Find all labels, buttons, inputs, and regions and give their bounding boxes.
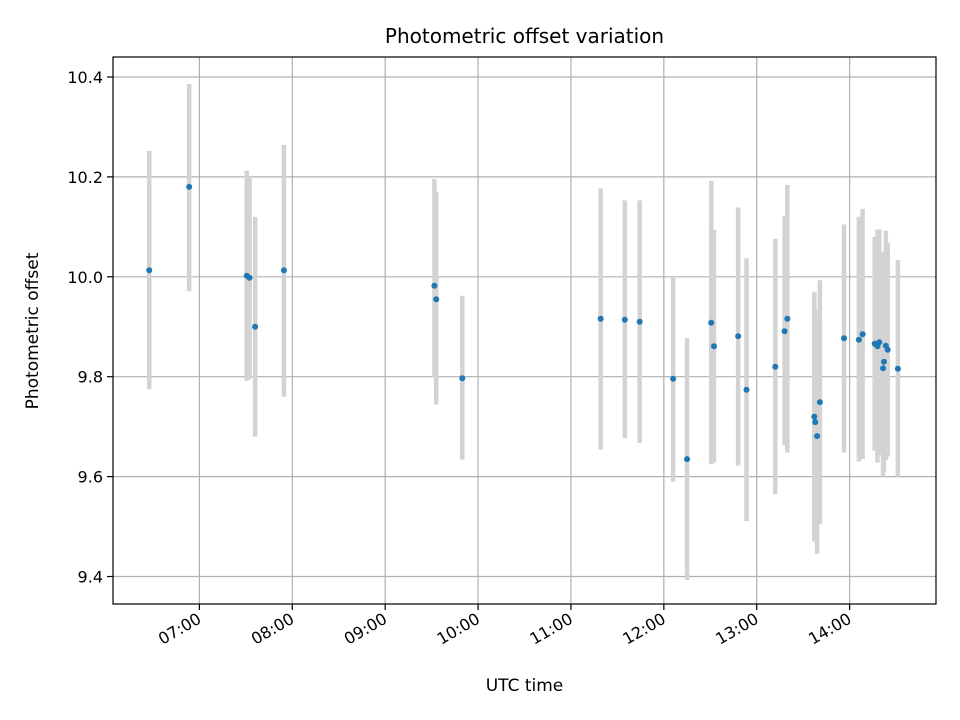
data-point (743, 386, 750, 393)
data-point (894, 365, 901, 372)
data-point (812, 419, 819, 426)
data-point (781, 328, 788, 335)
data-point (280, 267, 287, 274)
data-point (855, 336, 862, 343)
data-point (636, 318, 643, 325)
x-axis-title: UTC time (486, 676, 564, 696)
data-point (880, 365, 887, 372)
data-point (621, 316, 628, 323)
y-axis-ticks: 9.4 9.6 9.8 10.0 10.2 10.4 (67, 68, 113, 587)
data-point (252, 323, 259, 330)
chart-title: Photometric offset variation (385, 24, 664, 48)
data-points (146, 183, 901, 463)
y-axis-title: Photometric offset (23, 252, 43, 409)
data-point (811, 413, 818, 420)
data-point (880, 358, 887, 365)
data-point (431, 282, 438, 289)
data-point (186, 183, 193, 190)
data-point (597, 315, 604, 322)
y-tick-label: 10.2 (67, 168, 103, 187)
y-tick-label: 10.0 (67, 268, 103, 287)
y-tick-label: 10.4 (67, 68, 103, 87)
plot-frame (112, 56, 937, 605)
data-point (246, 274, 253, 281)
data-point (459, 375, 466, 382)
data-point (816, 399, 823, 406)
data-point (735, 333, 742, 340)
data-point (841, 335, 848, 342)
data-point (708, 319, 715, 326)
data-point (710, 343, 717, 350)
grid-lines (113, 57, 936, 604)
data-point (859, 331, 866, 338)
data-point (884, 346, 891, 353)
data-point (784, 315, 791, 322)
data-point (146, 267, 153, 274)
y-tick-label: 9.4 (78, 568, 103, 587)
data-point (684, 456, 691, 463)
data-point (772, 363, 779, 370)
data-point (876, 339, 883, 346)
data-point (814, 433, 821, 440)
data-point (433, 296, 440, 303)
y-tick-label: 9.6 (78, 468, 103, 487)
data-point (670, 375, 677, 382)
y-tick-label: 9.8 (78, 368, 103, 387)
